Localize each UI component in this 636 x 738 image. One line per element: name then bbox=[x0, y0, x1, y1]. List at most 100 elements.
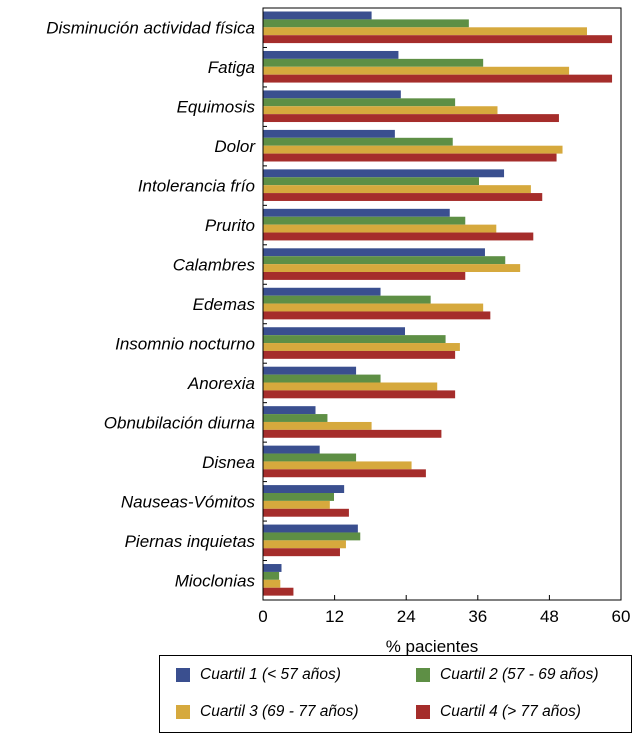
bar bbox=[263, 343, 460, 351]
x-tick-label: 24 bbox=[397, 607, 416, 626]
legend-swatch-cuartil-1 bbox=[176, 668, 190, 682]
category-label: Prurito bbox=[205, 216, 255, 235]
x-tick-label: 0 bbox=[258, 607, 267, 626]
category-label: Dolor bbox=[214, 137, 256, 156]
bar bbox=[263, 145, 563, 154]
bar bbox=[263, 272, 466, 280]
bar bbox=[263, 106, 498, 115]
bar bbox=[263, 74, 613, 83]
plot-area-border bbox=[262, 7, 622, 601]
plot-frame bbox=[262, 7, 622, 601]
legend-swatch-cuartil-4 bbox=[416, 705, 430, 719]
bar bbox=[263, 500, 330, 509]
category-label: Nauseas-Vómitos bbox=[121, 492, 256, 511]
bar bbox=[263, 374, 381, 383]
bar bbox=[263, 264, 521, 272]
bar bbox=[263, 366, 357, 375]
bar bbox=[263, 114, 559, 123]
x-tick-label: 48 bbox=[540, 607, 559, 626]
bar bbox=[263, 327, 406, 336]
category-label: Obnubilación diurna bbox=[104, 413, 255, 432]
bar bbox=[263, 295, 431, 304]
bar bbox=[263, 524, 358, 533]
bar bbox=[263, 429, 442, 438]
bar bbox=[263, 216, 466, 225]
bar bbox=[263, 540, 346, 549]
bar bbox=[263, 461, 412, 470]
bar bbox=[263, 256, 506, 265]
bar bbox=[263, 587, 294, 596]
bar bbox=[263, 98, 456, 107]
bar bbox=[263, 414, 328, 422]
bar bbox=[263, 248, 485, 257]
bar bbox=[263, 382, 438, 391]
category-label: Equimosis bbox=[177, 98, 256, 117]
bar bbox=[263, 453, 357, 462]
category-label: Disnea bbox=[202, 453, 255, 472]
category-label: Piernas inquietas bbox=[125, 532, 256, 551]
legend-item-cuartil-3: Cuartil 3 (69 - 77 años) bbox=[176, 703, 359, 721]
legend-label-cuartil-1: Cuartil 1 (< 57 años) bbox=[200, 666, 341, 683]
legend-swatch-cuartil-2 bbox=[416, 668, 430, 682]
x-axis-ticks: 0 12 24 36 48 60 bbox=[258, 595, 630, 626]
bar bbox=[263, 19, 469, 28]
category-label: Insomnio nocturno bbox=[115, 334, 255, 353]
bar bbox=[263, 508, 349, 517]
legend-label-cuartil-4: Cuartil 4 (> 77 años) bbox=[440, 703, 581, 720]
bar bbox=[263, 232, 534, 241]
bar bbox=[263, 90, 401, 99]
bar bbox=[263, 11, 372, 20]
bar bbox=[263, 303, 484, 312]
bar bbox=[263, 193, 543, 201]
bar bbox=[263, 335, 446, 344]
bar bbox=[263, 469, 426, 478]
bar bbox=[263, 27, 587, 36]
x-tick-label: 36 bbox=[468, 607, 487, 626]
category-labels: Disminución actividad física Fatiga Equimo… bbox=[46, 19, 256, 591]
category-label: Calambres bbox=[173, 256, 256, 275]
bar bbox=[263, 571, 280, 580]
legend-item-cuartil-2: Cuartil 2 (57 - 69 años) bbox=[416, 666, 599, 684]
x-axis-label: % pacientes bbox=[386, 637, 479, 655]
legend-label-cuartil-2: Cuartil 2 (57 - 69 años) bbox=[440, 666, 599, 683]
bar bbox=[263, 287, 381, 296]
bar bbox=[263, 421, 372, 430]
bar bbox=[263, 137, 453, 146]
category-label: Intolerancia frío bbox=[138, 177, 255, 196]
bar bbox=[263, 548, 340, 557]
bar bbox=[263, 50, 399, 59]
bar bbox=[263, 177, 479, 186]
bar bbox=[263, 390, 456, 399]
x-tick-label: 60 bbox=[612, 607, 631, 626]
legend: Cuartil 1 (< 57 años) Cuartil 2 (57 - 69… bbox=[159, 655, 632, 733]
bar bbox=[263, 485, 345, 493]
bar bbox=[263, 406, 316, 415]
bar bbox=[263, 58, 484, 67]
category-label: Fatiga bbox=[208, 58, 255, 77]
bar bbox=[263, 66, 570, 75]
bar bbox=[263, 532, 361, 541]
bar bbox=[263, 493, 335, 501]
bar bbox=[263, 129, 395, 138]
bar bbox=[263, 350, 456, 359]
category-label: Disminución actividad física bbox=[46, 19, 255, 38]
legend-swatch-cuartil-3 bbox=[176, 705, 190, 719]
bar bbox=[263, 208, 450, 217]
x-tick-label: 12 bbox=[325, 607, 344, 626]
bar bbox=[263, 445, 320, 454]
legend-item-cuartil-1: Cuartil 1 (< 57 años) bbox=[176, 666, 341, 684]
category-label: Edemas bbox=[193, 295, 256, 314]
bar bbox=[263, 169, 505, 178]
bar bbox=[263, 153, 557, 162]
legend-label-cuartil-3: Cuartil 3 (69 - 77 años) bbox=[200, 703, 359, 720]
bar bbox=[263, 35, 613, 44]
bar bbox=[263, 311, 491, 320]
bar bbox=[263, 579, 281, 588]
bar bbox=[263, 564, 282, 572]
bar bbox=[263, 185, 531, 194]
bar bbox=[263, 224, 497, 233]
legend-item-cuartil-4: Cuartil 4 (> 77 años) bbox=[416, 703, 581, 721]
bar-chart: Disminución actividad física Fatiga Equimo… bbox=[46, 7, 630, 655]
category-label: Anorexia bbox=[187, 374, 255, 393]
category-label: Mioclonias bbox=[175, 571, 256, 590]
